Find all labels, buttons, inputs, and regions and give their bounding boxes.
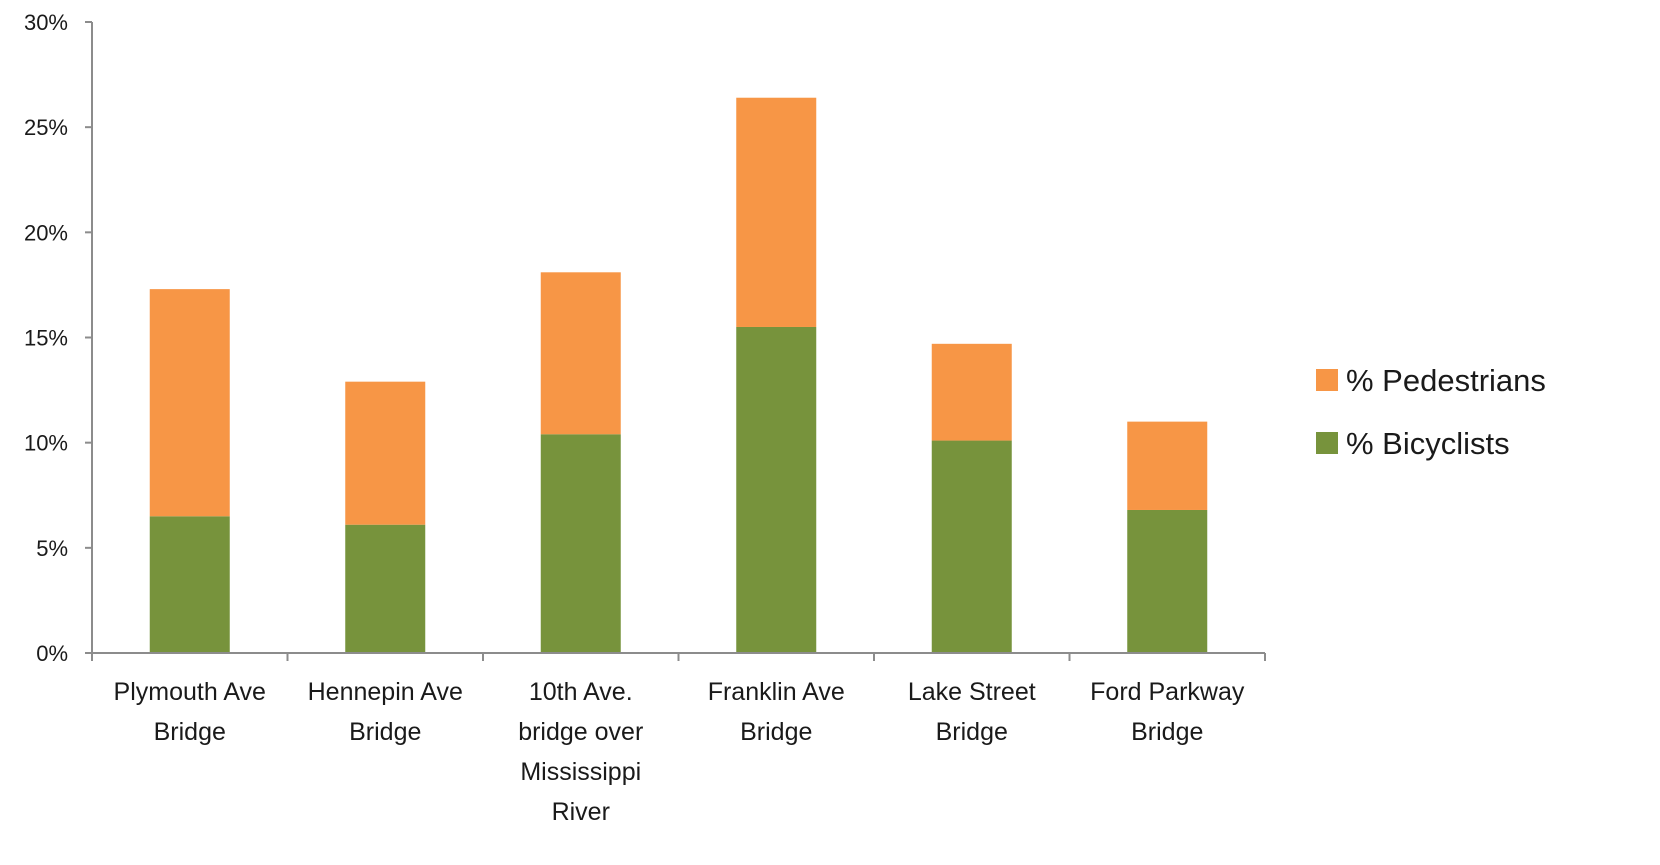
bar-bicyclists bbox=[931, 440, 1012, 653]
bar-bicyclists bbox=[736, 326, 817, 653]
x-tick-label: Ford Parkway Bridge bbox=[1090, 678, 1245, 746]
x-tick-label: Hennepin Ave Bridge bbox=[308, 678, 463, 746]
x-tick-label: Franklin Ave Bridge bbox=[708, 678, 845, 746]
y-axis-ticks: 0% 5% 10% 15% 20% 25% 30% bbox=[24, 10, 92, 666]
bar-pedestrians bbox=[931, 343, 1012, 441]
x-tick-label: Plymouth Ave Bridge bbox=[114, 678, 266, 746]
bar-bicyclists bbox=[540, 434, 621, 653]
bar-pedestrians bbox=[345, 381, 426, 525]
bar-bicyclists bbox=[149, 516, 230, 653]
legend-swatch-bicyclists bbox=[1316, 432, 1338, 454]
bar-bicyclists bbox=[345, 524, 426, 653]
bar-pedestrians bbox=[540, 272, 621, 435]
legend-label-pedestrians: % Pedestrians bbox=[1346, 363, 1546, 398]
bar-group bbox=[149, 97, 1208, 653]
bar-pedestrians bbox=[1127, 421, 1208, 510]
bar-pedestrians bbox=[149, 289, 230, 517]
legend-swatch-pedestrians bbox=[1316, 369, 1338, 391]
legend: % Pedestrians % Bicyclists bbox=[1316, 363, 1546, 461]
bar-pedestrians bbox=[736, 97, 817, 327]
y-tick-label: 15% bbox=[24, 326, 68, 351]
legend-label-bicyclists: % Bicyclists bbox=[1346, 426, 1510, 461]
x-tick-label: 10th Ave. bridge over Mississippi River bbox=[518, 678, 643, 826]
axes bbox=[91, 22, 1265, 654]
y-tick-label: 10% bbox=[24, 431, 68, 456]
x-tick-label: Lake Street Bridge bbox=[908, 678, 1036, 746]
y-tick-label: 25% bbox=[24, 115, 68, 140]
y-tick-label: 20% bbox=[24, 220, 68, 245]
y-tick-label: 5% bbox=[36, 536, 68, 561]
x-axis-ticks: Plymouth Ave Bridge Hennepin Ave Bridge 10th… bbox=[91, 653, 1266, 826]
y-tick-label: 0% bbox=[36, 641, 68, 666]
y-tick-label: 30% bbox=[24, 10, 68, 35]
bar-bicyclists bbox=[1127, 509, 1208, 653]
